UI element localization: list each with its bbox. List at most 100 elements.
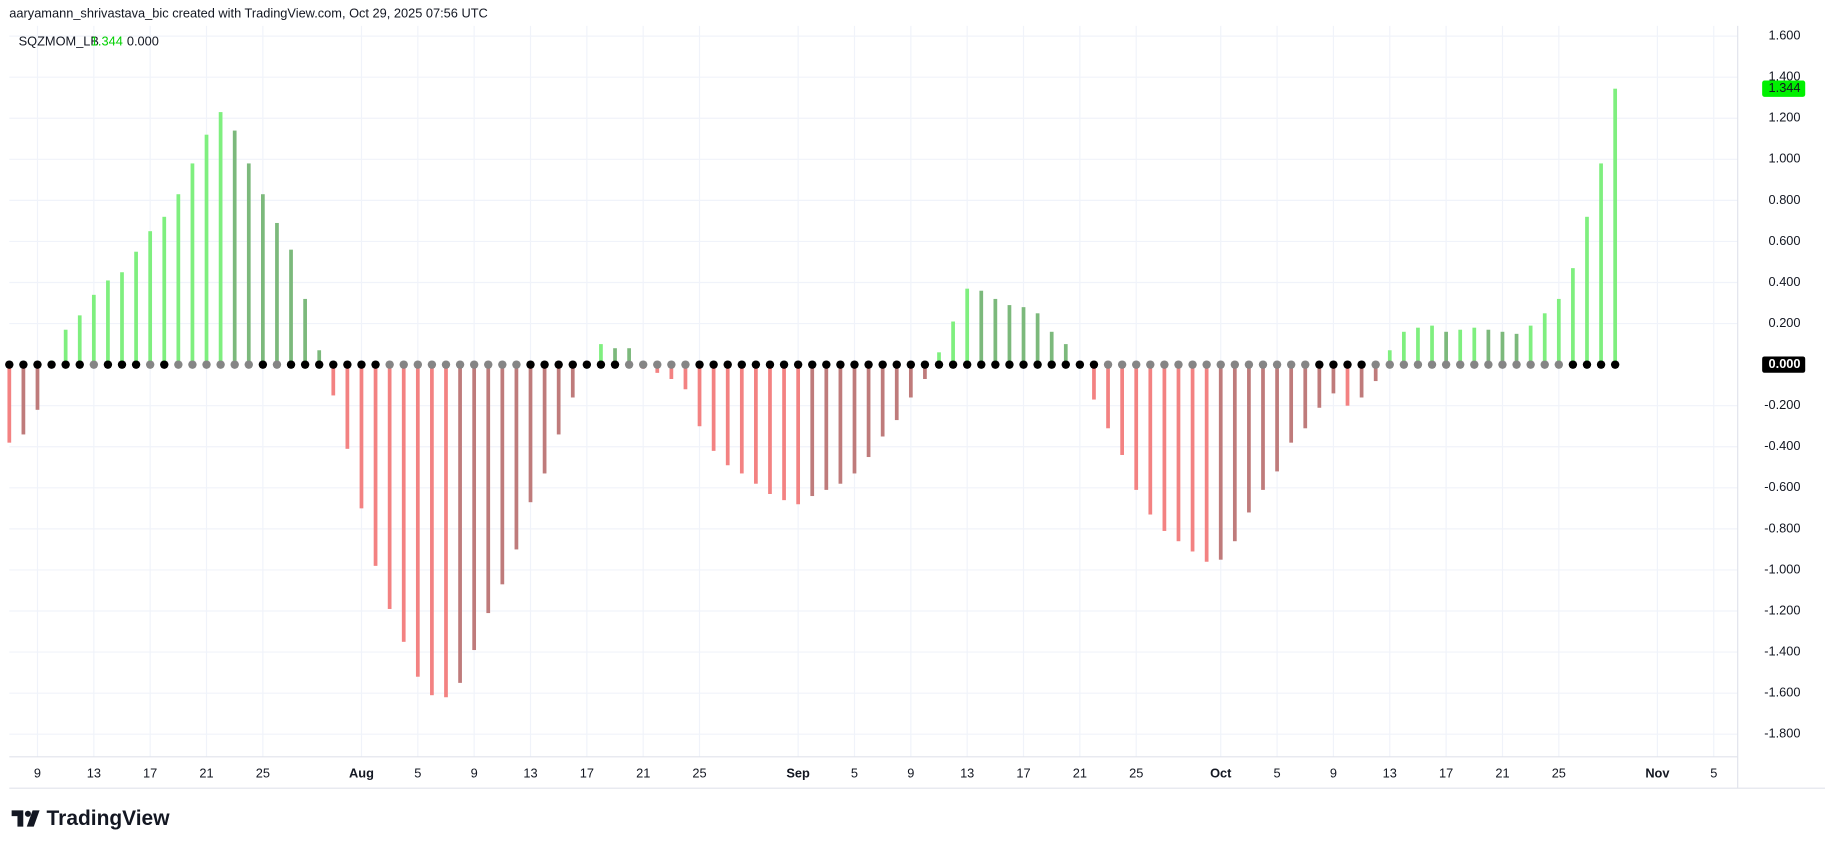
histogram-bar <box>1289 364 1294 443</box>
squeeze-dot <box>1286 360 1296 369</box>
histogram-bar <box>754 364 758 484</box>
squeeze-dot <box>103 360 113 369</box>
squeeze-dot <box>117 360 127 369</box>
histogram-bar <box>1345 364 1350 406</box>
squeeze-dot <box>906 360 916 369</box>
squeeze-dot <box>850 360 859 369</box>
squeeze-dot <box>681 360 690 369</box>
squeeze-dot <box>1174 360 1183 369</box>
histogram-bar <box>711 364 716 451</box>
squeeze-dot <box>145 360 155 369</box>
squeeze-dot <box>695 360 704 369</box>
histogram-bar <box>1106 364 1110 429</box>
y-tick-label: -1.400 <box>1764 643 1800 658</box>
histogram-bar <box>1401 331 1406 365</box>
squeeze-dot <box>1272 360 1282 369</box>
squeeze-dot <box>1582 360 1592 369</box>
histogram-bar <box>232 130 237 365</box>
squeeze-dot <box>526 360 535 369</box>
histogram-bar <box>289 249 293 365</box>
histogram-bar <box>894 364 899 421</box>
zero-box <box>1762 356 1806 373</box>
squeeze-dot <box>1019 360 1028 369</box>
histogram-bar <box>1120 364 1124 455</box>
histogram-bar <box>923 364 927 380</box>
histogram-bar <box>1599 163 1603 365</box>
histogram-bar <box>500 364 505 585</box>
logo-icon <box>24 810 31 817</box>
x-tick-label: 13 <box>523 766 537 781</box>
squeeze-dot <box>399 360 408 369</box>
y-tick-label: -0.800 <box>1764 520 1800 535</box>
histogram-bar <box>979 290 984 365</box>
histogram-bar <box>528 364 533 503</box>
squeeze-dot <box>737 360 746 369</box>
histogram-bar <box>91 294 96 365</box>
histogram-bar <box>1528 325 1533 365</box>
histogram-bar <box>331 364 336 396</box>
histogram-bar <box>275 222 279 365</box>
y-tick-label: -1.200 <box>1764 602 1800 617</box>
histogram-bar <box>1486 329 1491 365</box>
histogram-bar <box>1218 364 1223 560</box>
histogram-bar <box>415 364 420 677</box>
squeeze-dot <box>1596 360 1606 369</box>
histogram-bar <box>120 272 124 365</box>
last-value-label: 1.344 <box>1769 80 1801 95</box>
squeeze-dot <box>75 360 84 369</box>
brand-logo: TradingView <box>11 807 170 830</box>
squeeze-dot <box>836 360 845 369</box>
squeeze-dot <box>962 360 972 369</box>
y-tick-label: 0.800 <box>1769 192 1801 207</box>
x-tick-label: Nov <box>1645 766 1670 781</box>
chart-title: aaryamann_shrivastava_bic created with T… <box>9 6 487 21</box>
histogram-bar <box>387 364 392 609</box>
squeeze-dot <box>1244 360 1254 369</box>
histogram-bar <box>1176 364 1181 542</box>
squeeze-dot <box>765 360 775 369</box>
x-tick-label: 17 <box>1439 766 1453 781</box>
squeeze-dot <box>1540 360 1549 369</box>
squeeze-dot <box>1610 360 1620 369</box>
pane <box>5 25 1738 757</box>
y-tick-label: 1.600 <box>1769 28 1801 43</box>
histogram-bar <box>1585 216 1589 365</box>
squeeze-dot <box>216 360 225 369</box>
x-tick-label: 13 <box>1383 766 1397 781</box>
histogram-bar <box>514 364 519 550</box>
squeeze-dot <box>1329 360 1338 369</box>
histogram-bar <box>35 364 40 410</box>
x-tick-label: 9 <box>1330 766 1337 781</box>
histogram-bar <box>627 348 631 365</box>
y-tick-label: -1.800 <box>1764 726 1800 741</box>
histogram-bar <box>261 194 265 365</box>
histogram-bar <box>796 364 801 505</box>
histogram-bar <box>458 364 462 683</box>
histogram-bar <box>63 329 68 365</box>
squeeze-dot <box>1075 360 1085 369</box>
histogram-bar <box>444 364 448 698</box>
histogram-bar <box>77 315 82 365</box>
histogram-bar <box>1500 331 1505 365</box>
x-tick-label: 13 <box>87 766 101 781</box>
x-tick-label: Oct <box>1210 766 1232 781</box>
histogram-bar <box>908 364 913 398</box>
squeeze-dot <box>1146 360 1155 369</box>
squeeze-dot <box>653 360 662 369</box>
histogram-bar <box>430 364 434 696</box>
x-tick-label: 21 <box>199 766 213 781</box>
squeeze-dot <box>624 360 634 369</box>
squeeze-dot <box>1315 360 1324 369</box>
legend-name: SQZMOM_LB <box>19 34 99 49</box>
squeeze-dot <box>455 360 465 369</box>
histogram-bar <box>1162 364 1167 531</box>
x-tick-label: 25 <box>692 766 706 781</box>
squeeze-dot <box>1202 360 1211 369</box>
squeeze-dot <box>1216 360 1225 369</box>
squeeze-dot <box>413 360 423 369</box>
y-tick-label: -1.600 <box>1764 685 1800 700</box>
y-tick-label: 0.200 <box>1769 315 1801 330</box>
